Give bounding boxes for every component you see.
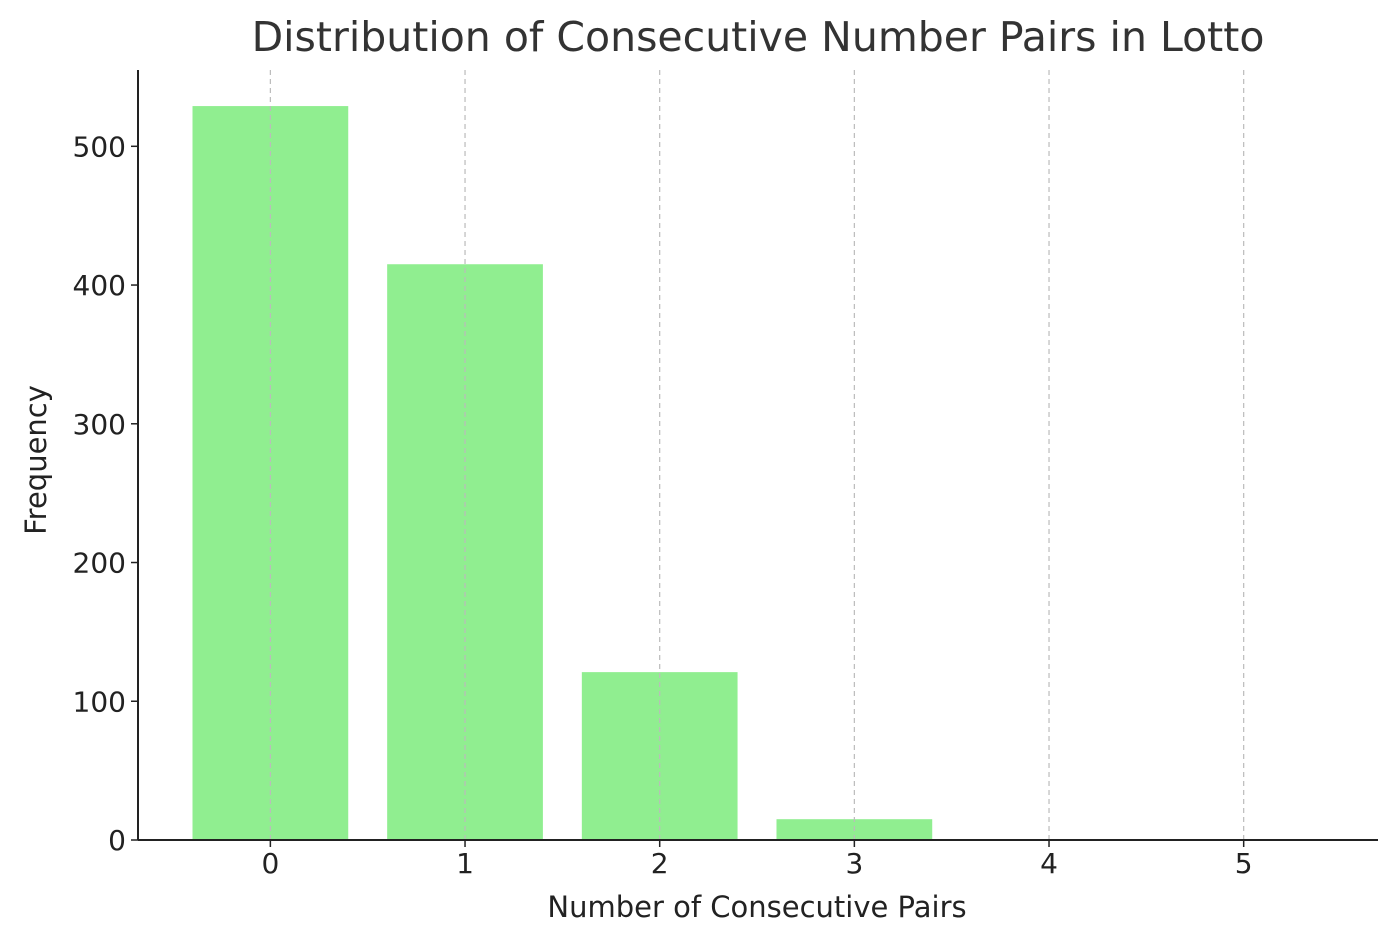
- x-tick-label: 3: [845, 847, 863, 880]
- y-axis-label: Frequency: [19, 385, 53, 535]
- y-tick-label: 200: [73, 547, 126, 580]
- x-tick-label: 1: [456, 847, 474, 880]
- x-axis-label: Number of Consecutive Pairs: [547, 890, 966, 924]
- chart-title: Distribution of Consecutive Number Pairs…: [252, 13, 1265, 61]
- bar: [192, 106, 349, 840]
- x-tick-label: 5: [1235, 847, 1253, 880]
- y-tick-label: 400: [73, 269, 126, 302]
- y-tick-label: 300: [73, 408, 126, 441]
- x-tick-label: 0: [261, 847, 279, 880]
- x-tick-label: 2: [651, 847, 669, 880]
- y-tick-label: 500: [73, 130, 126, 163]
- x-tick-label: 4: [1040, 847, 1058, 880]
- y-tick-label: 0: [108, 824, 126, 857]
- y-tick-label: 100: [73, 685, 126, 718]
